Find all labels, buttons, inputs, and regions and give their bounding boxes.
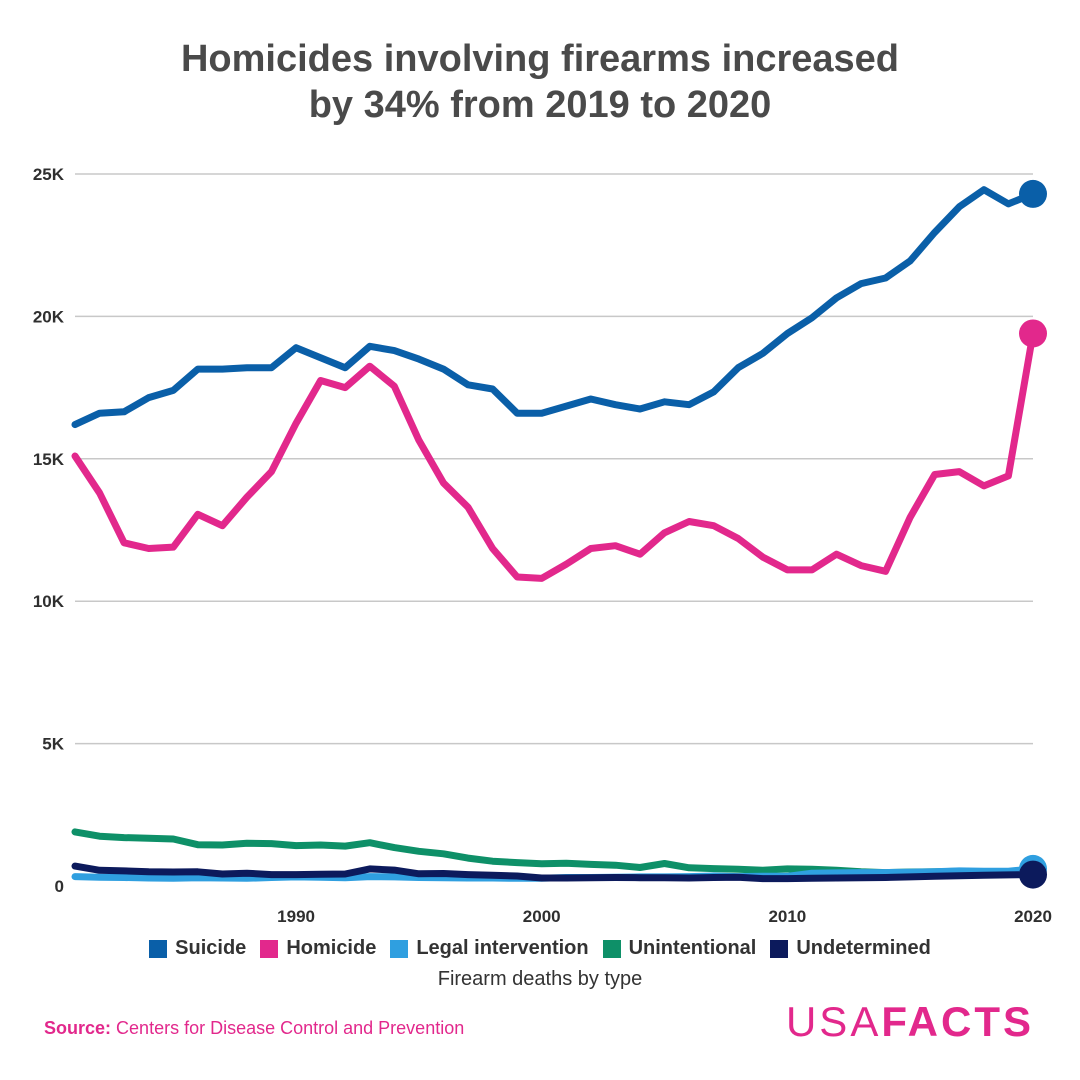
x-tick-label: 2000	[523, 907, 561, 926]
logo-facts: FACTS	[881, 998, 1034, 1045]
legend-swatch	[390, 939, 409, 958]
end-markers	[1019, 179, 1047, 889]
grid-lines	[75, 173, 1033, 745]
legend-item-suicide: Suicide	[149, 937, 246, 960]
series-line-suicide	[71, 186, 1037, 429]
legend-item-unintentional: Unintentional	[602, 937, 757, 960]
x-tick-label: 2020	[1014, 907, 1052, 926]
y-tick-label: 15K	[33, 450, 65, 469]
usafacts-logo: USAFACTS	[786, 998, 1034, 1046]
end-marker-homicide	[1019, 319, 1047, 348]
legend-swatch	[770, 939, 789, 958]
series-line-undetermined	[71, 862, 1037, 883]
source-text: Centers for Disease Control and Preventi…	[116, 1018, 465, 1038]
legend-swatch	[260, 939, 279, 958]
y-tick-label: 0	[55, 877, 64, 896]
legend-label: Undetermined	[796, 937, 931, 959]
logo-usa: USA	[785, 998, 882, 1045]
x-axis-ticks: 1990 2000 2010 2020	[277, 907, 1052, 926]
end-marker-suicide	[1019, 179, 1047, 208]
legend: Suicide Homicide Legal intervention Uninten…	[0, 937, 1080, 960]
legend-label: Suicide	[175, 937, 247, 959]
source-note: Source: Centers for Disease Control and …	[44, 1018, 464, 1039]
x-tick-label: 2010	[768, 907, 806, 926]
legend-item-homicide: Homicide	[260, 937, 376, 960]
y-tick-label: 20K	[33, 307, 65, 326]
series-lines	[71, 186, 1037, 883]
x-tick-label: 1990	[277, 907, 315, 926]
y-tick-label: 25K	[33, 165, 65, 184]
y-tick-label: 5K	[42, 735, 64, 754]
y-tick-label: 10K	[33, 592, 65, 611]
source-label: Source:	[44, 1018, 112, 1038]
series-line-unintentional	[71, 828, 1037, 877]
end-marker-undetermined	[1019, 860, 1047, 889]
legend-item-legal-intervention: Legal intervention	[390, 937, 589, 960]
chart-title-line-1: Homicides involving firearms increased	[180, 38, 900, 80]
legend-label: Homicide	[286, 937, 377, 959]
series-line-homicide	[71, 330, 1037, 582]
legend-swatch	[602, 939, 621, 958]
chart-title: Homicides involving firearms increased b…	[0, 36, 1080, 128]
legend-title: Firearm deaths by type	[437, 968, 643, 990]
chart-title-line-2: by 34% from 2019 to 2020	[308, 84, 772, 126]
legend-label: Unintentional	[628, 937, 757, 959]
y-axis-ticks: 0 5K 10K 15K 20K 25K	[33, 165, 65, 896]
legend-swatch	[149, 939, 168, 958]
legend-label: Legal intervention	[416, 937, 589, 959]
line-chart: 0 5K 10K 15K 20K 25K 1990 2000 2010 2020	[33, 165, 1052, 926]
legend-item-undetermined: Undetermined	[770, 937, 931, 960]
